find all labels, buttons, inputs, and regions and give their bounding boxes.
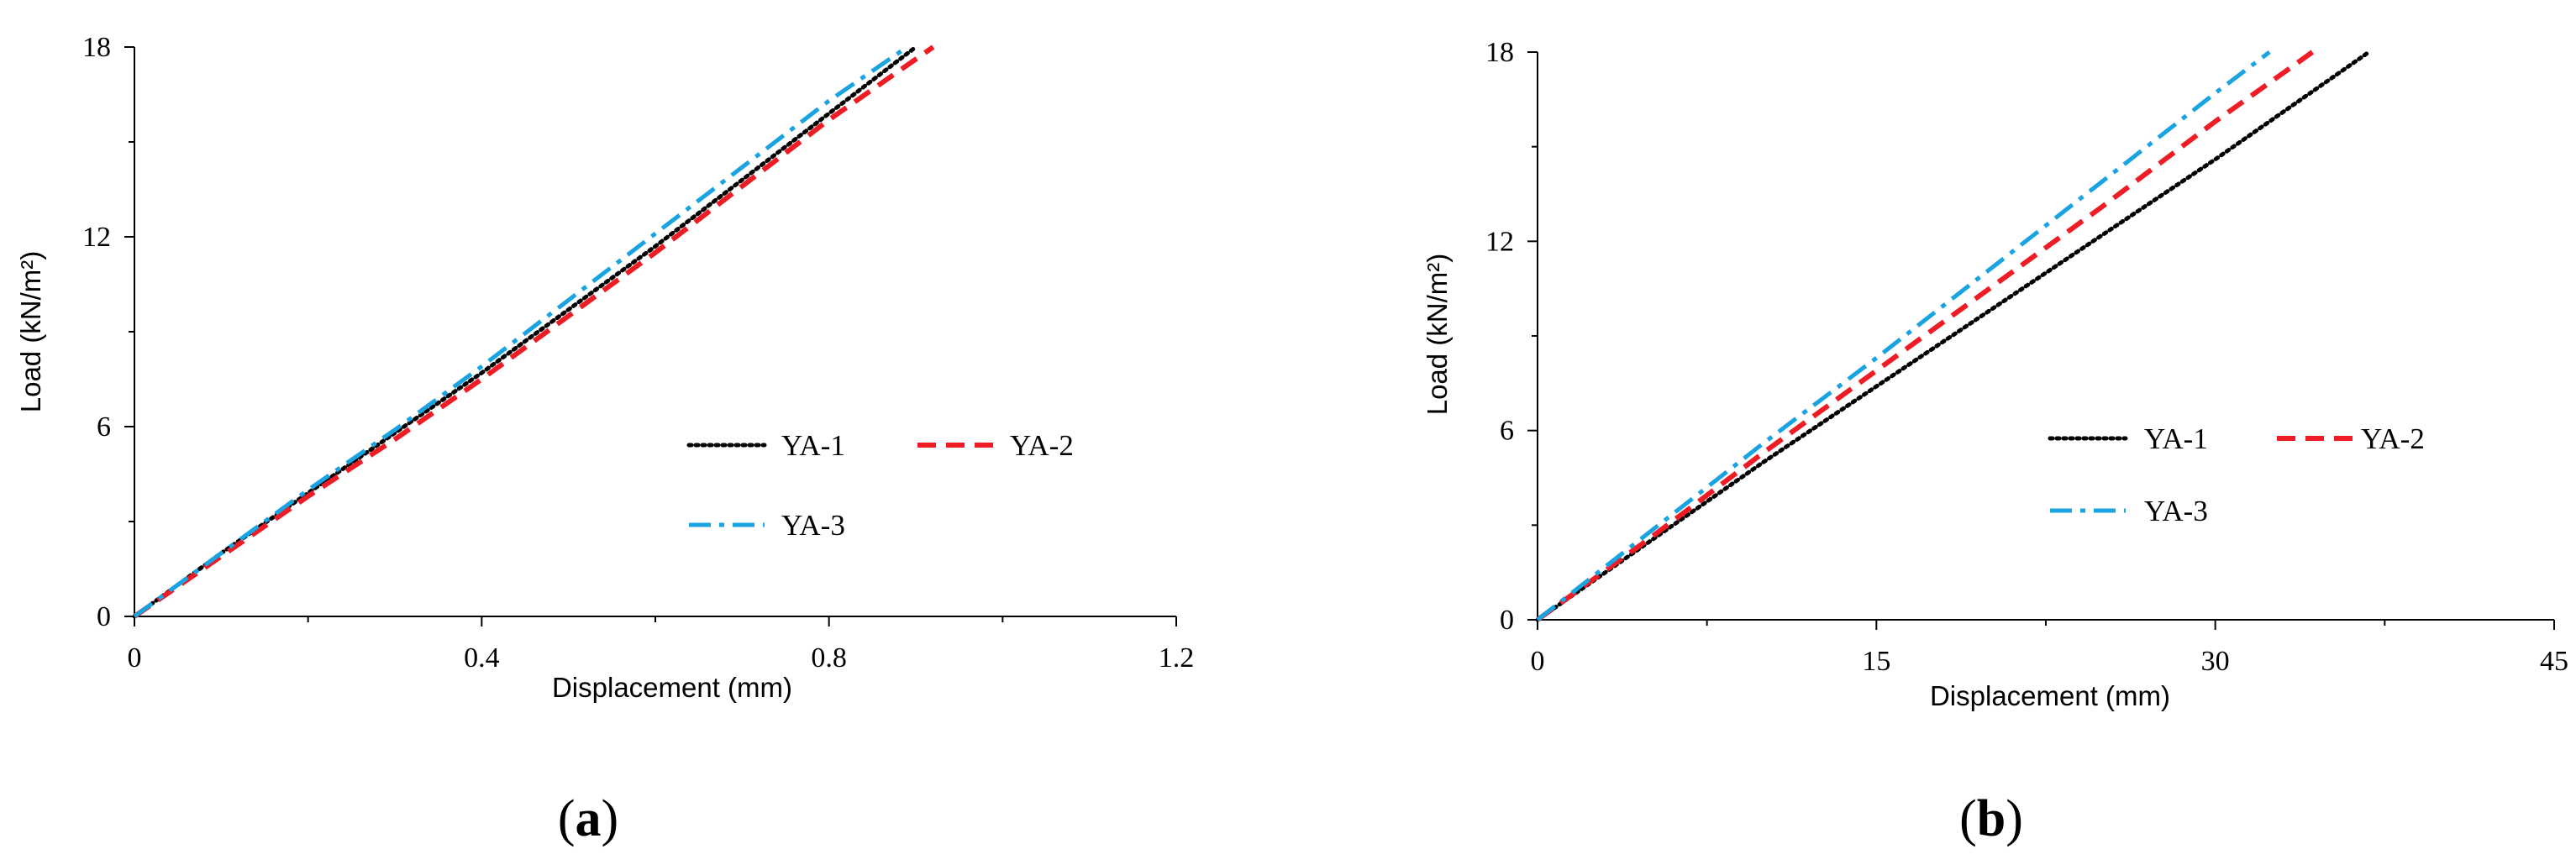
panel-label: (a) bbox=[558, 790, 618, 847]
series-line-ya-3 bbox=[1536, 50, 2271, 621]
y-axis-title: Load (kN/m²) bbox=[15, 251, 46, 413]
legend-label-ya-3: YA-3 bbox=[2144, 495, 2208, 527]
x-tick-label: 0.4 bbox=[464, 642, 500, 674]
y-tick-label: 6 bbox=[1500, 416, 1514, 447]
series-line-ya-1 bbox=[132, 45, 918, 619]
series-line-ya-3 bbox=[133, 45, 909, 619]
y-tick-label: 12 bbox=[82, 222, 111, 253]
series-line-ya-1 bbox=[1535, 50, 2371, 622]
x-tick-label: 0.8 bbox=[811, 642, 847, 674]
x-tick-label: 1.2 bbox=[1159, 642, 1195, 674]
y-tick-label: 0 bbox=[1500, 605, 1514, 636]
y-tick-label: 6 bbox=[97, 412, 111, 443]
y-axis-title: Load (kN/m²) bbox=[1422, 254, 1453, 416]
chart-panel-a: 0 6 12 18 0 0.4 0.8 1.2 Displacement (mm) Load (k… bbox=[15, 32, 1194, 847]
legend-label-ya-1: YA-1 bbox=[2144, 422, 2208, 455]
y-tick-label: 18 bbox=[82, 32, 111, 63]
legend: YA-1 YA-2 YA-3 bbox=[686, 429, 1074, 542]
legend-label-ya-3: YA-3 bbox=[781, 509, 845, 542]
series-line-ya-2 bbox=[1536, 50, 2315, 622]
legend-label-ya-2: YA-2 bbox=[1010, 429, 1074, 462]
y-tick-label: 18 bbox=[1485, 37, 1514, 68]
x-tick-label: 0 bbox=[1531, 646, 1545, 677]
x-axis-title: Displacement (mm) bbox=[552, 672, 792, 703]
panel-label: (b) bbox=[1959, 790, 2023, 847]
x-tick-label: 30 bbox=[2201, 646, 2230, 677]
legend-label-ya-2: YA-2 bbox=[2361, 422, 2425, 455]
legend: YA-1 YA-2 YA-3 bbox=[2048, 422, 2425, 527]
x-tick-label: 45 bbox=[2540, 646, 2568, 677]
x-axis-title: Displacement (mm) bbox=[1930, 680, 2170, 711]
x-tick-label: 0 bbox=[128, 642, 142, 674]
chart-panel-b: 0 6 12 18 0 15 30 45 Displacement (mm) Load (kN/m… bbox=[1422, 37, 2568, 847]
legend-label-ya-1: YA-1 bbox=[781, 429, 845, 462]
y-tick-label: 12 bbox=[1485, 226, 1514, 257]
series-line-ya-2 bbox=[133, 45, 935, 619]
y-tick-label: 0 bbox=[97, 601, 111, 632]
x-tick-label: 15 bbox=[1862, 646, 1890, 677]
